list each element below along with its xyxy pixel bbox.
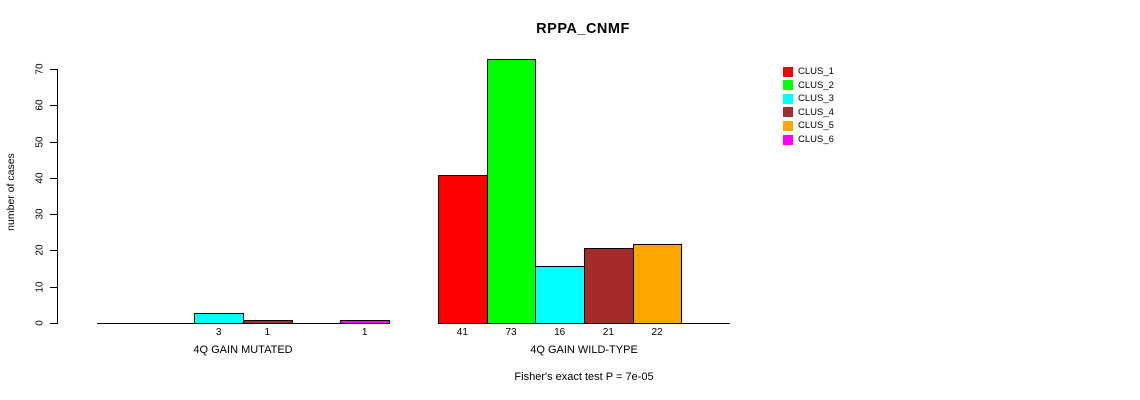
fisher-note: Fisher's exact test P = 7e-05 xyxy=(514,371,654,383)
bar-clus_4-2 xyxy=(584,247,634,324)
group-label: 4Q GAIN WILD-TYPE xyxy=(530,344,638,356)
legend-label: CLUS_4 xyxy=(798,106,834,118)
legend-label: CLUS_5 xyxy=(798,120,834,132)
y-tick xyxy=(50,286,57,288)
y-tick-label: 50 xyxy=(34,136,46,148)
bar-value-label: 16 xyxy=(554,327,566,338)
bar-clus_4-1 xyxy=(243,320,293,324)
legend-item: CLUS_6 xyxy=(783,134,834,145)
y-tick-label: 60 xyxy=(34,99,46,111)
y-tick xyxy=(50,105,57,107)
bar-value-label: 1 xyxy=(361,327,368,338)
y-tick xyxy=(50,214,57,216)
y-tick xyxy=(50,177,57,179)
bar-clus_2-2 xyxy=(486,59,537,324)
bar-clus_3-2 xyxy=(535,265,585,324)
legend-swatch xyxy=(783,134,793,145)
y-tick-label: 0 xyxy=(34,320,46,326)
bar-value-label: 22 xyxy=(651,327,663,338)
y-tick-label: 20 xyxy=(34,244,46,256)
bar-clus_5-2 xyxy=(632,244,683,324)
y-tick xyxy=(50,323,57,324)
y-axis-title: number of cases xyxy=(5,153,17,231)
legend-item: CLUS_4 xyxy=(783,107,834,118)
y-tick-label: 70 xyxy=(34,63,46,75)
y-tick-label: 30 xyxy=(34,208,46,220)
legend-item: CLUS_2 xyxy=(783,80,834,91)
y-tick xyxy=(50,141,57,143)
bar-value-label: 21 xyxy=(602,327,614,338)
y-tick xyxy=(50,250,57,252)
legend-swatch xyxy=(783,80,793,91)
y-tick-label: 10 xyxy=(34,281,46,293)
group-label: 4Q GAIN MUTATED xyxy=(193,344,293,356)
bar-value-label: 41 xyxy=(456,327,468,338)
legend-swatch xyxy=(783,93,793,104)
legend-swatch xyxy=(783,107,793,118)
bar-clus_1-2 xyxy=(438,175,488,324)
legend-label: CLUS_6 xyxy=(798,134,834,145)
bar-clus_6-1 xyxy=(340,320,390,324)
bar-value-label: 1 xyxy=(264,327,271,338)
bar-clus_3-1 xyxy=(194,313,244,324)
y-tick-label: 40 xyxy=(34,172,46,184)
legend-label: CLUS_2 xyxy=(798,79,834,91)
legend-item: CLUS_3 xyxy=(783,93,834,104)
bar-value-label: 73 xyxy=(505,327,517,338)
bar-value-label: 3 xyxy=(215,327,222,338)
legend-swatch xyxy=(783,120,793,131)
y-axis-line xyxy=(57,69,58,324)
legend-label: CLUS_1 xyxy=(798,66,834,77)
legend-swatch xyxy=(783,66,793,77)
legend-item: CLUS_1 xyxy=(783,66,834,77)
chart-title: RPPA_CNMF xyxy=(536,21,630,37)
y-tick xyxy=(50,69,57,70)
legend-item: CLUS_5 xyxy=(783,120,834,131)
legend-label: CLUS_3 xyxy=(798,93,834,105)
